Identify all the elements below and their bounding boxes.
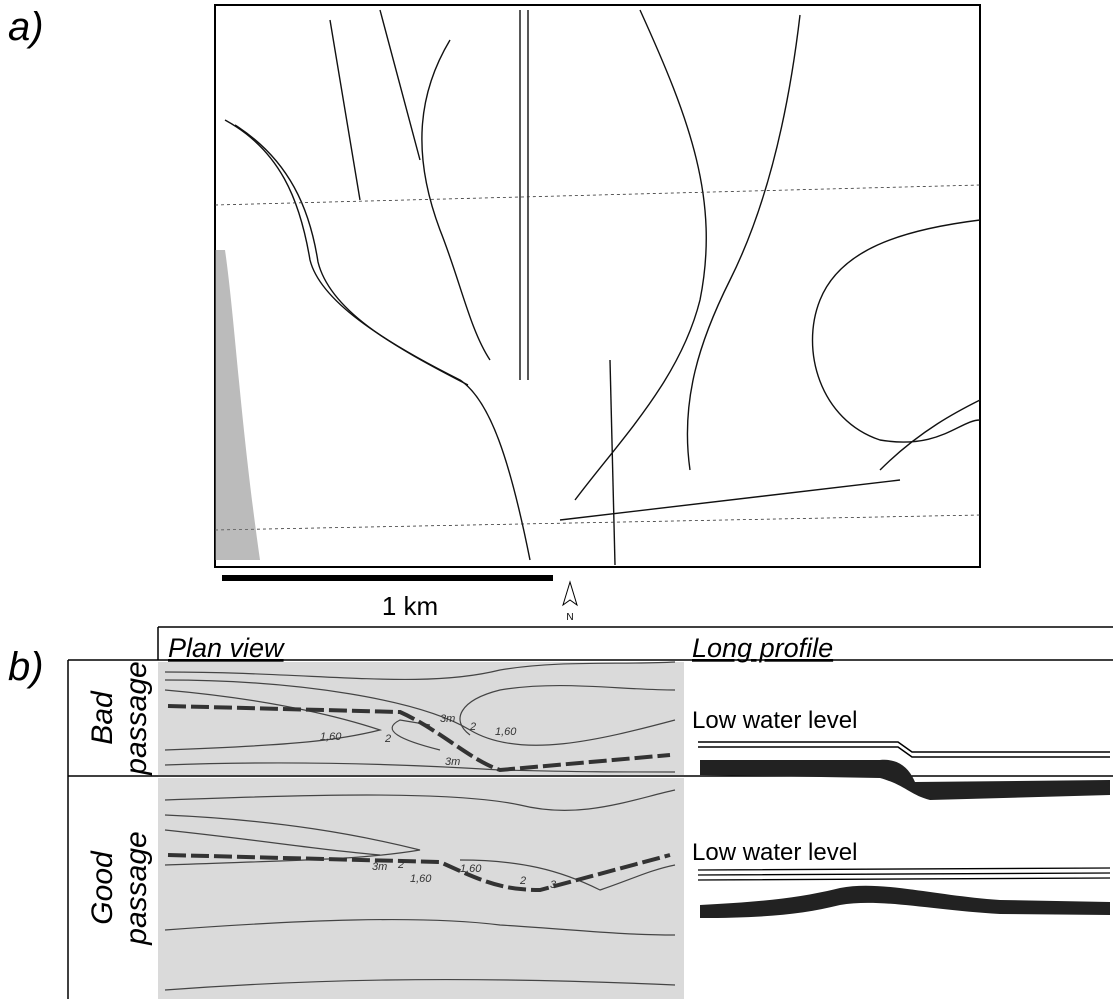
north-arrow xyxy=(562,580,578,607)
profile xyxy=(698,741,1110,800)
column-header: Plan view xyxy=(168,633,285,663)
contour-label: 2 xyxy=(519,875,526,887)
row-label: passage xyxy=(120,661,153,775)
contour-label: 1,60 xyxy=(410,873,432,885)
contour-label: 3m xyxy=(372,861,387,873)
row-label: passage xyxy=(120,831,153,945)
profile xyxy=(697,867,1111,918)
contour-label: 1,60 xyxy=(460,863,482,875)
scale-label: 1 km xyxy=(382,591,438,621)
table-frame xyxy=(67,626,1113,999)
contour-label: 3 xyxy=(550,879,557,891)
panel-label: a) xyxy=(8,5,44,49)
contour-label: 2 xyxy=(384,733,391,745)
profile-label: Low water level xyxy=(692,707,857,734)
contour-label: 3m xyxy=(445,756,460,768)
row-label: Good xyxy=(86,850,119,925)
contour-label: 2 xyxy=(397,859,404,871)
contour-label: 1,60 xyxy=(495,726,517,738)
plan-view xyxy=(158,662,684,775)
profile-label: Low water level xyxy=(692,839,857,866)
north-label: N xyxy=(566,612,573,623)
column-header: Long profile xyxy=(692,633,833,663)
contour-label: 3m xyxy=(440,713,455,725)
contour-label: 1,60 xyxy=(320,731,342,743)
panel-label: b) xyxy=(8,645,44,689)
contours xyxy=(164,661,676,773)
row-label: Bad xyxy=(86,690,119,745)
contour-label: 2 xyxy=(469,721,476,733)
contours xyxy=(164,789,676,991)
map xyxy=(214,4,981,568)
